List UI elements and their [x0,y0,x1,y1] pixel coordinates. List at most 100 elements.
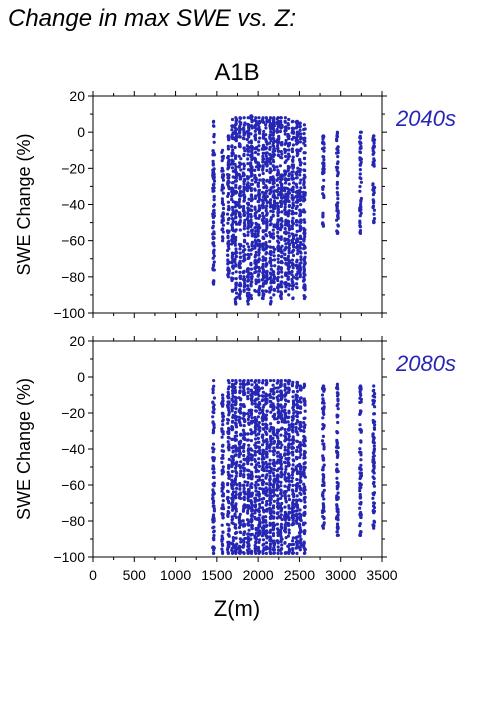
data-point [269,264,273,268]
data-point [253,129,257,133]
data-point [242,489,246,494]
data-point [272,275,277,279]
data-point [249,218,253,222]
data-point [279,528,283,533]
data-point [261,435,265,440]
data-point [237,446,241,450]
data-point [258,206,262,210]
data-point [290,445,295,449]
data-point [226,182,230,186]
data-point [299,467,303,471]
data-point [287,224,291,228]
data-point [290,523,294,527]
data-point [358,225,362,229]
data-point [299,255,303,259]
data-point [212,135,216,139]
data-point [283,205,287,209]
data-point [295,229,299,233]
data-point [371,440,375,444]
x-tick-label: 1000 [160,567,191,583]
data-point [226,212,230,216]
data-point [286,264,291,268]
data-point [284,141,288,145]
data-point [335,190,339,195]
data-point [284,452,288,456]
data-point [286,390,290,394]
data-point [238,487,242,491]
data-point [291,463,295,467]
data-point [257,273,261,277]
data-point [249,132,253,136]
data-point [322,149,326,153]
data-point [221,487,225,491]
data-point [287,415,291,419]
data-point [277,265,281,269]
data-point [302,127,306,132]
data-point [246,468,250,472]
data-point [258,513,262,517]
data-point [239,168,243,172]
data-point [246,284,250,288]
data-point [257,432,261,436]
data-point [243,480,247,484]
data-point [254,379,258,383]
data-point [221,499,225,503]
data-point [211,242,215,246]
data-point [234,270,238,274]
data-point [276,379,280,383]
data-point [358,513,362,517]
data-point [245,189,249,193]
data-point [234,536,238,540]
data-point [371,182,375,186]
data-point [302,257,306,261]
data-point [247,544,251,548]
data-point [233,162,237,166]
data-point [265,447,269,451]
data-point [358,219,362,223]
data-point [234,530,239,535]
data-point [283,173,287,177]
data-point [321,456,325,460]
data-point [246,522,250,527]
data-point [231,538,235,543]
data-point [220,472,224,476]
data-point [290,131,294,135]
data-point [254,259,258,263]
data-point [372,159,376,163]
data-point [290,473,294,477]
data-point [256,290,260,294]
data-point [287,226,291,230]
data-point [358,495,362,499]
data-point [276,153,281,158]
data-point [264,541,269,545]
data-point [276,533,280,538]
data-point [279,456,283,460]
data-point [291,216,295,220]
data-point [257,551,261,556]
data-point [294,233,298,237]
data-point [264,209,268,213]
data-point [254,463,258,467]
data-point [276,168,280,172]
data-point [234,526,238,530]
data-point [261,262,265,266]
data-point [271,436,275,440]
data-point [294,489,298,493]
data-point [264,241,268,245]
data-point [227,207,231,211]
data-point [287,199,291,204]
data-point [290,137,294,141]
data-point [287,551,291,556]
data-point [257,253,261,257]
data-point [238,213,242,217]
data-point [258,197,262,201]
data-point [283,448,287,452]
data-point [221,432,225,436]
data-point [294,397,298,401]
data-point [359,530,363,534]
data-point [268,302,273,306]
data-point [243,218,247,222]
data-point [220,402,224,407]
data-point [269,537,273,542]
